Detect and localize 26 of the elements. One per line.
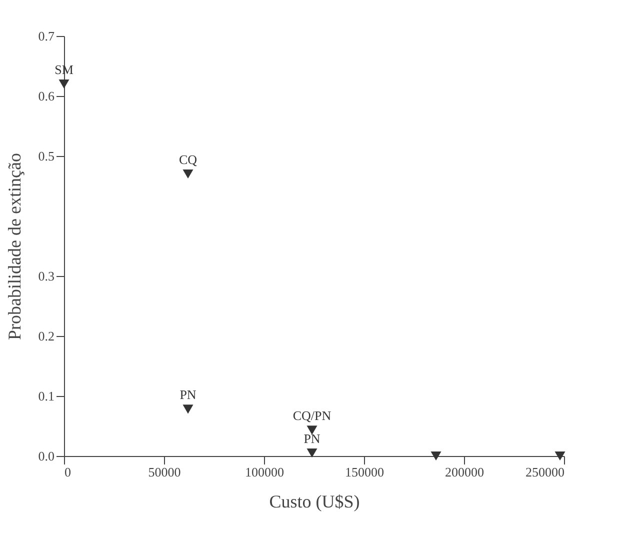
y-tick-label: 0.1 xyxy=(38,388,54,404)
annotation: PN xyxy=(180,387,197,402)
point xyxy=(306,426,318,435)
y-tick-label: 0.5 xyxy=(38,148,54,164)
y-tick-label: 0.3 xyxy=(38,268,54,284)
x-tick-label: 250000 xyxy=(526,464,564,480)
x-tick-label: 100000 xyxy=(245,464,284,480)
y-axis-title: Probabilidade de extinção xyxy=(4,153,24,340)
point xyxy=(182,404,194,414)
x-tick-label: 50000 xyxy=(148,464,181,480)
x-tick-label: 0 xyxy=(64,464,71,480)
x-tick-label: 200000 xyxy=(445,464,484,480)
point xyxy=(58,79,70,89)
y-tick-label: 0.0 xyxy=(38,448,54,464)
y-tick-label: 0.7 xyxy=(38,28,55,44)
point xyxy=(554,451,566,461)
point xyxy=(430,451,442,461)
x-axis-title: Custo (U$S) xyxy=(269,492,360,512)
point xyxy=(306,448,318,458)
y-tick-label: 0.2 xyxy=(38,328,54,344)
y-tick-label: 0.6 xyxy=(38,88,55,104)
point xyxy=(182,169,194,179)
annotation: CQ/PN xyxy=(292,408,332,424)
x-tick-label: 150000 xyxy=(345,464,384,480)
annotation: PN xyxy=(304,431,321,446)
annotation: CQ xyxy=(178,152,198,167)
